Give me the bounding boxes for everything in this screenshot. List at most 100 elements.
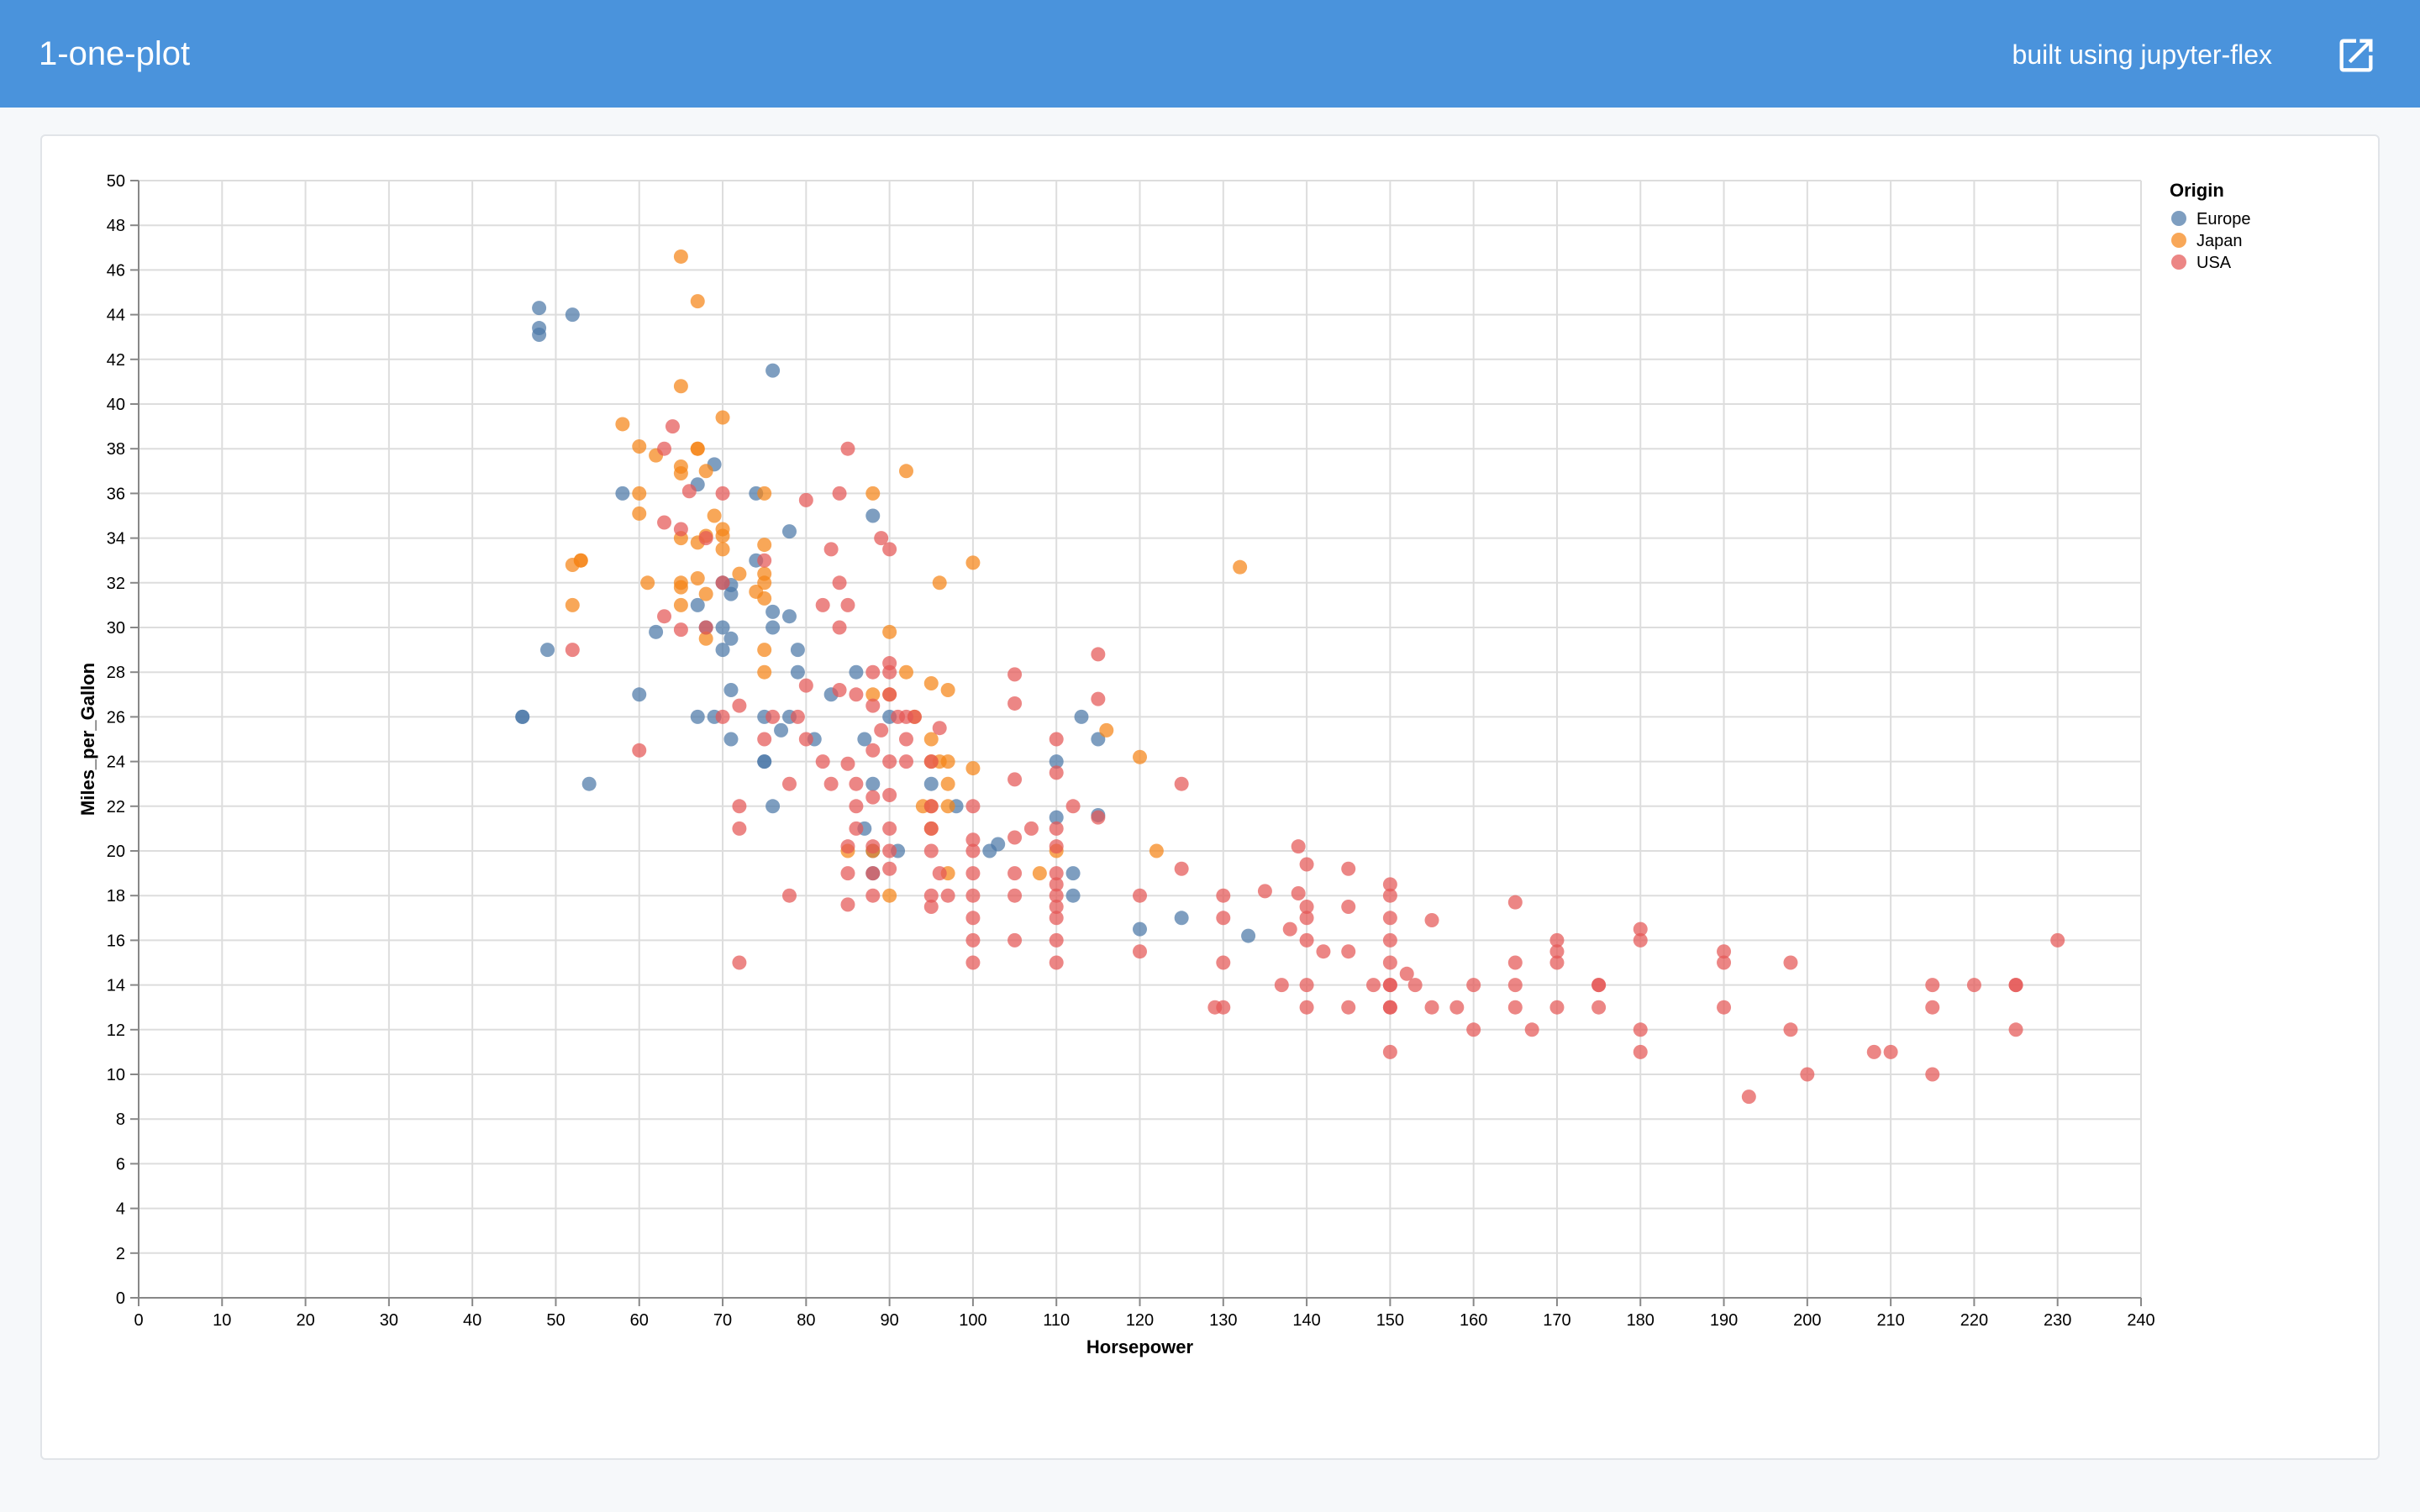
data-point-japan [673,465,688,480]
y-tick-label: 38 [107,440,125,459]
data-point-usa [882,843,897,858]
data-point-usa [673,522,688,537]
data-point-usa [849,776,864,791]
data-point-usa [632,743,647,758]
data-point-japan [757,486,772,501]
data-point-usa [1216,911,1231,926]
data-point-usa [923,843,939,858]
data-point-japan [640,575,655,591]
data-point-usa [882,754,897,769]
data-point-usa [1216,955,1231,970]
y-tick-label: 44 [107,307,125,325]
data-point-usa [1466,978,1481,993]
data-point-japan [940,682,955,697]
data-point-usa [1299,857,1314,872]
x-tick-label: 10 [213,1311,231,1330]
data-point-usa [891,709,906,724]
data-point-usa [965,843,981,858]
x-tick-label: 110 [1043,1311,1070,1330]
data-point-usa [715,575,730,591]
data-point-usa [790,709,805,724]
data-point-usa [865,743,881,758]
data-point-usa [1007,830,1023,845]
y-tick-label: 14 [107,977,125,995]
data-point-usa [1366,978,1381,993]
y-tick-label: 46 [107,261,125,280]
y-tick-label: 42 [107,351,125,370]
data-point-usa [1591,978,1607,993]
y-tick-label: 48 [107,217,125,235]
data-point-japan [940,776,955,791]
data-point-usa [1549,1000,1565,1015]
data-point-usa [1049,821,1064,836]
data-point-japan [865,486,881,501]
y-tick-label: 10 [107,1066,125,1084]
data-point-europe [790,664,805,680]
data-point-usa [1341,861,1356,876]
y-tick-label: 50 [107,172,125,191]
x-tick-label: 70 [713,1311,732,1330]
data-point-usa [1507,978,1523,993]
data-point-usa [1007,772,1023,787]
data-point-usa [1633,1022,1648,1037]
data-point-usa [1633,921,1648,937]
x-tick-label: 60 [630,1311,649,1330]
data-point-usa [1049,955,1064,970]
data-point-europe [1049,810,1064,825]
data-point-usa [832,575,847,591]
data-point-japan [965,555,981,570]
data-point-japan [715,410,730,425]
data-point-usa [1341,944,1356,959]
data-point-usa [965,888,981,903]
x-tick-label: 120 [1126,1311,1154,1330]
data-point-usa [1424,1000,1439,1015]
data-point-europe [615,486,630,501]
built-using-link[interactable]: built using jupyter-flex [2012,39,2272,70]
data-point-japan [757,664,772,680]
data-point-usa [815,754,830,769]
data-point-usa [781,888,797,903]
data-point-usa [840,756,855,771]
data-point-usa [832,486,847,501]
data-point-usa [1341,900,1356,914]
x-tick-label: 80 [797,1311,815,1330]
data-point-japan [923,732,939,747]
data-point-japan [690,441,705,456]
data-point-usa [965,955,981,970]
data-point-usa [882,664,897,680]
data-point-usa [1524,1022,1539,1037]
data-point-japan [940,799,955,814]
data-point-usa [757,732,772,747]
data-point-usa [965,932,981,948]
data-point-usa [657,609,672,624]
dashboard-title[interactable]: 1-one-plot [39,35,191,72]
data-point-usa [840,597,855,612]
y-axis-title: Miles_per_Gallon [77,663,98,816]
data-point-japan [757,538,772,553]
data-point-europe [1241,928,1256,943]
data-point-japan [632,486,647,501]
data-point-europe [1091,732,1106,747]
data-point-japan [1032,866,1047,881]
data-point-usa [732,799,747,814]
data-point-usa [657,441,672,456]
data-point-europe [790,643,805,658]
data-point-usa [732,821,747,836]
data-point-japan [757,643,772,658]
external-link-icon[interactable] [2334,34,2378,77]
x-tick-label: 130 [1209,1311,1237,1330]
data-point-usa [732,955,747,970]
data-point-usa [1091,691,1106,706]
data-point-usa [932,721,947,736]
data-point-usa [1507,955,1523,970]
data-point-japan [757,575,772,591]
data-point-europe [715,620,730,635]
data-point-usa [2008,978,2023,993]
x-tick-label: 160 [1460,1311,1487,1330]
data-point-usa [882,687,897,702]
y-tick-label: 36 [107,485,125,503]
data-point-usa [1783,1022,1798,1037]
data-point-usa [1174,776,1189,791]
data-point-usa [1282,921,1297,937]
data-point-europe [690,709,705,724]
